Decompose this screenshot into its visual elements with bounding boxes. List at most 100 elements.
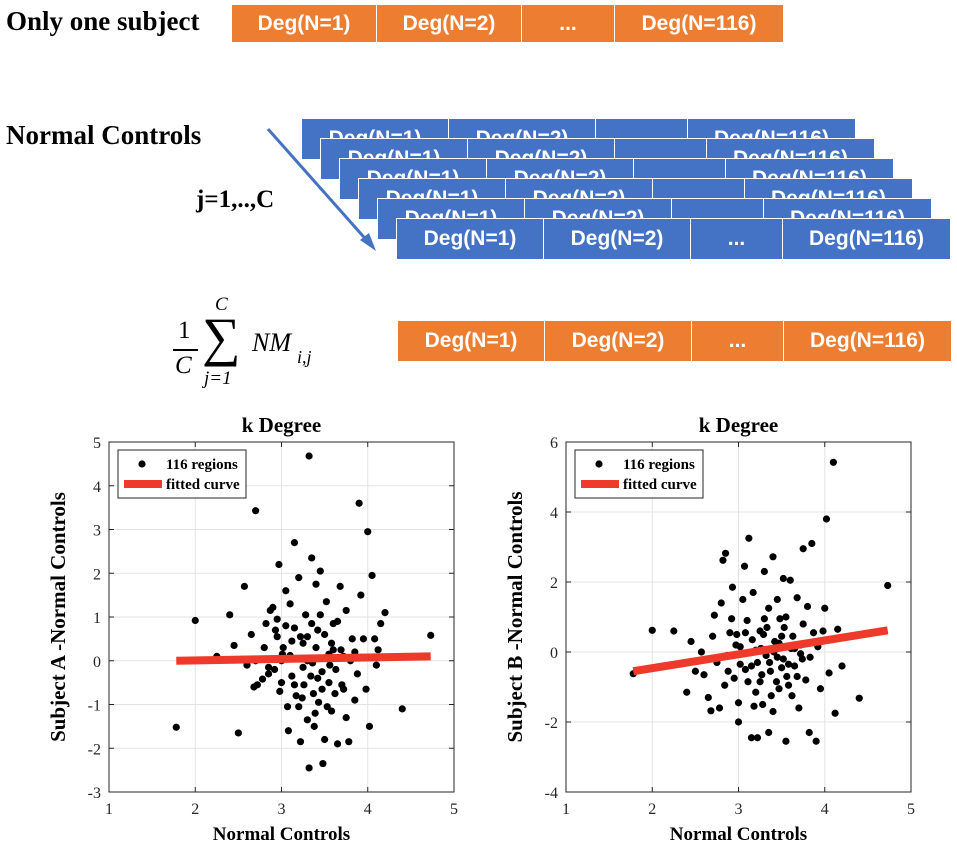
data-point bbox=[314, 626, 322, 634]
row-cell: ... bbox=[522, 5, 615, 42]
data-point bbox=[299, 639, 307, 647]
data-point bbox=[329, 619, 337, 628]
y-tick-label: 6 bbox=[550, 435, 558, 452]
data-point bbox=[745, 534, 753, 542]
legend-box bbox=[117, 449, 247, 499]
y-tick-label: -1 bbox=[88, 698, 101, 715]
subject-degree-row: Deg(N=1) Deg(N=2) ... Deg(N=116) bbox=[232, 5, 783, 42]
data-point bbox=[786, 576, 794, 584]
data-point bbox=[759, 700, 767, 709]
data-point bbox=[808, 539, 816, 548]
data-point bbox=[700, 671, 708, 679]
chart-title: k Degree bbox=[242, 413, 322, 437]
data-point bbox=[357, 591, 365, 599]
data-point bbox=[778, 632, 786, 640]
data-point bbox=[648, 626, 656, 634]
mean-degree-row: Deg(N=1) Deg(N=2) ... Deg(N=116) bbox=[398, 321, 951, 361]
data-point bbox=[362, 685, 370, 693]
data-point bbox=[825, 669, 833, 677]
data-point bbox=[802, 676, 810, 684]
data-point bbox=[782, 737, 790, 745]
data-point bbox=[308, 619, 316, 628]
data-point bbox=[234, 729, 242, 737]
data-point bbox=[783, 672, 791, 681]
sum-lower: j=1 bbox=[204, 368, 232, 389]
data-point bbox=[734, 699, 743, 707]
data-point bbox=[829, 458, 837, 466]
frac-line bbox=[173, 349, 198, 351]
data-point bbox=[275, 560, 283, 569]
data-point bbox=[283, 703, 292, 711]
data-point bbox=[776, 615, 784, 623]
scatter-chart-subject-b: 1 2 3 4 5 -4 -2 0 2 4 6 k Degree Normal Controls Subj… bbox=[503, 413, 915, 845]
data-point bbox=[670, 627, 678, 635]
y-axis-label: Subject A -Normal Controls bbox=[46, 492, 70, 742]
mean-formula: 1 C C ∑ j=1 NM i,j bbox=[166, 294, 386, 400]
data-point bbox=[765, 604, 773, 612]
data-point bbox=[728, 583, 737, 591]
data-point bbox=[741, 629, 749, 637]
x-tick-label: 4 bbox=[364, 801, 372, 818]
arrow-head-icon bbox=[360, 233, 376, 251]
data-point bbox=[273, 615, 281, 623]
data-point bbox=[769, 553, 777, 561]
fitted-curve-line bbox=[176, 652, 431, 665]
data-point bbox=[351, 696, 359, 704]
data-point bbox=[753, 658, 762, 667]
data-point bbox=[789, 632, 797, 640]
frac-num: 1 bbox=[178, 317, 191, 344]
legend-label: fitted curve bbox=[623, 477, 697, 493]
data-point bbox=[262, 619, 270, 628]
data-point bbox=[793, 672, 801, 681]
data-point bbox=[323, 703, 331, 711]
x-tick-label: 5 bbox=[907, 801, 915, 818]
legend-point-icon bbox=[595, 460, 603, 468]
data-point bbox=[779, 655, 787, 663]
data-point bbox=[364, 528, 372, 536]
data-point bbox=[819, 627, 827, 635]
data-point bbox=[258, 675, 267, 683]
data-point bbox=[191, 616, 199, 625]
index-label: j=1,..,C bbox=[196, 186, 275, 213]
data-point bbox=[279, 644, 287, 652]
sum-term: NM bbox=[252, 328, 291, 357]
y-tick-label: 5 bbox=[93, 435, 101, 452]
data-point bbox=[252, 507, 260, 515]
data-point bbox=[353, 670, 361, 678]
data-point bbox=[290, 539, 299, 547]
sum-symbol-icon: ∑ bbox=[202, 307, 241, 367]
row-cell: Deg(N=1) bbox=[232, 5, 377, 42]
row-cell: Deg(N=1) bbox=[397, 219, 544, 259]
data-point bbox=[803, 602, 812, 611]
data-point bbox=[743, 616, 751, 625]
legend-label: 116 regions bbox=[623, 457, 695, 473]
data-point bbox=[704, 693, 712, 702]
data-point bbox=[260, 644, 268, 652]
y-tick-label: -2 bbox=[88, 741, 101, 758]
data-point bbox=[337, 646, 345, 654]
data-point bbox=[759, 630, 768, 639]
x-axis-label: Normal Controls bbox=[213, 824, 350, 845]
data-point bbox=[788, 692, 796, 700]
data-point bbox=[321, 630, 329, 639]
data-point bbox=[316, 567, 324, 575]
data-point bbox=[226, 611, 234, 619]
data-point bbox=[264, 670, 273, 678]
data-point bbox=[779, 574, 787, 583]
frac-den: C bbox=[175, 352, 192, 379]
data-point bbox=[766, 667, 775, 675]
data-point bbox=[767, 692, 775, 700]
data-point bbox=[253, 681, 261, 689]
legend-point-icon bbox=[138, 460, 146, 468]
legend-label: fitted curve bbox=[166, 477, 240, 493]
data-point bbox=[760, 567, 768, 576]
data-point bbox=[799, 545, 807, 553]
data-point bbox=[806, 653, 814, 661]
x-tick-label: 1 bbox=[562, 801, 570, 818]
row-cell: Deg(N=2) bbox=[544, 219, 691, 259]
data-point bbox=[327, 639, 336, 647]
data-point bbox=[756, 678, 764, 686]
data-point bbox=[325, 679, 333, 687]
normal-controls-label: Normal Controls bbox=[6, 120, 202, 150]
x-tick-label: 2 bbox=[648, 801, 656, 818]
